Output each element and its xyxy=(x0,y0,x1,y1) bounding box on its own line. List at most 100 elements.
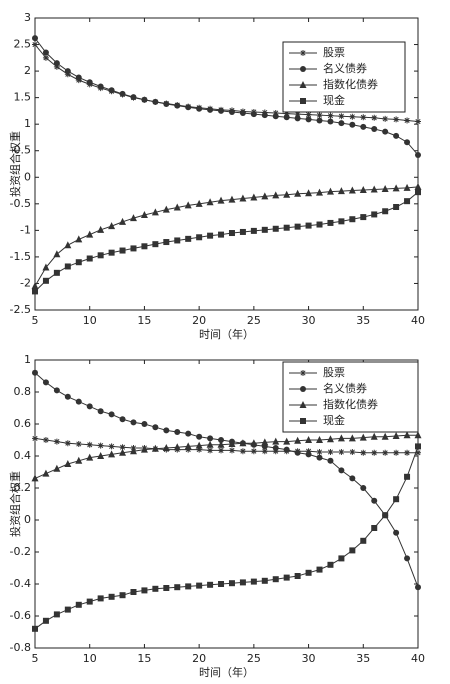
marker xyxy=(119,416,126,423)
marker xyxy=(108,443,115,450)
marker xyxy=(207,232,214,239)
marker xyxy=(404,117,411,124)
x-tick-label: 20 xyxy=(192,652,206,665)
marker xyxy=(348,186,356,194)
marker xyxy=(32,369,38,376)
marker xyxy=(42,379,49,386)
marker xyxy=(250,578,257,585)
marker xyxy=(338,113,345,120)
marker xyxy=(382,115,389,122)
marker xyxy=(152,585,159,592)
marker xyxy=(294,449,301,456)
marker xyxy=(239,110,246,117)
marker xyxy=(272,225,279,232)
marker xyxy=(32,41,38,48)
marker xyxy=(218,447,225,454)
marker xyxy=(174,237,181,244)
marker xyxy=(64,241,72,249)
marker xyxy=(305,436,313,443)
legend-label: 现金 xyxy=(323,413,345,427)
marker xyxy=(349,216,356,223)
y-tick-label: 0.4 xyxy=(14,449,32,462)
y-tick-label: -2.5 xyxy=(10,303,31,316)
marker xyxy=(393,204,400,211)
marker xyxy=(173,203,181,211)
marker xyxy=(42,617,49,624)
marker xyxy=(152,98,159,105)
marker xyxy=(327,457,334,464)
x-tick-label: 25 xyxy=(247,652,261,665)
x-tick-label: 15 xyxy=(137,652,151,665)
marker xyxy=(218,437,225,443)
marker xyxy=(349,475,356,482)
marker xyxy=(64,263,71,270)
marker xyxy=(316,188,324,196)
marker xyxy=(239,579,246,586)
marker xyxy=(382,512,389,519)
marker xyxy=(392,432,400,439)
marker xyxy=(119,90,126,97)
legend-label: 股票 xyxy=(323,366,345,379)
marker xyxy=(349,449,356,455)
marker xyxy=(64,606,71,613)
marker xyxy=(370,185,378,193)
marker xyxy=(152,424,159,431)
marker xyxy=(404,198,411,205)
marker xyxy=(338,449,345,455)
marker xyxy=(32,288,38,295)
marker xyxy=(414,182,422,190)
marker xyxy=(283,574,290,581)
marker xyxy=(53,250,61,258)
marker xyxy=(31,282,39,290)
marker xyxy=(108,249,115,256)
marker xyxy=(141,96,148,103)
marker xyxy=(75,456,83,464)
marker xyxy=(42,263,50,271)
marker xyxy=(174,429,181,435)
marker xyxy=(272,576,279,583)
marker xyxy=(327,449,334,455)
marker xyxy=(393,529,400,536)
marker xyxy=(300,50,306,56)
marker xyxy=(349,547,356,554)
marker xyxy=(404,449,411,456)
marker xyxy=(393,116,400,123)
marker xyxy=(218,581,225,587)
marker xyxy=(404,555,411,562)
marker xyxy=(294,115,301,122)
marker xyxy=(53,269,60,276)
marker xyxy=(184,201,192,209)
marker xyxy=(360,485,367,491)
marker xyxy=(86,79,93,86)
marker xyxy=(196,446,203,453)
x-axis-label: 时间（年） xyxy=(199,327,254,341)
marker xyxy=(261,577,268,584)
marker xyxy=(64,460,72,467)
marker xyxy=(349,113,356,120)
marker xyxy=(31,474,39,482)
marker xyxy=(283,224,290,231)
marker xyxy=(327,219,334,226)
marker xyxy=(415,584,421,591)
y-tick-label: -0.5 xyxy=(10,197,31,210)
marker xyxy=(32,35,38,42)
marker xyxy=(239,228,246,235)
marker xyxy=(64,71,71,78)
marker xyxy=(206,198,214,206)
x-tick-label: 10 xyxy=(83,314,97,327)
marker xyxy=(163,427,170,434)
marker xyxy=(283,114,290,121)
legend-label: 指数化债券 xyxy=(323,397,378,411)
marker xyxy=(162,205,170,213)
marker xyxy=(97,225,105,233)
x-tick-label: 30 xyxy=(302,314,316,327)
marker xyxy=(228,440,236,447)
marker xyxy=(326,187,334,195)
marker xyxy=(261,192,269,200)
marker xyxy=(53,387,60,394)
marker xyxy=(185,430,192,437)
marker xyxy=(53,63,60,70)
marker xyxy=(359,433,367,441)
x-tick-label: 35 xyxy=(356,652,370,665)
